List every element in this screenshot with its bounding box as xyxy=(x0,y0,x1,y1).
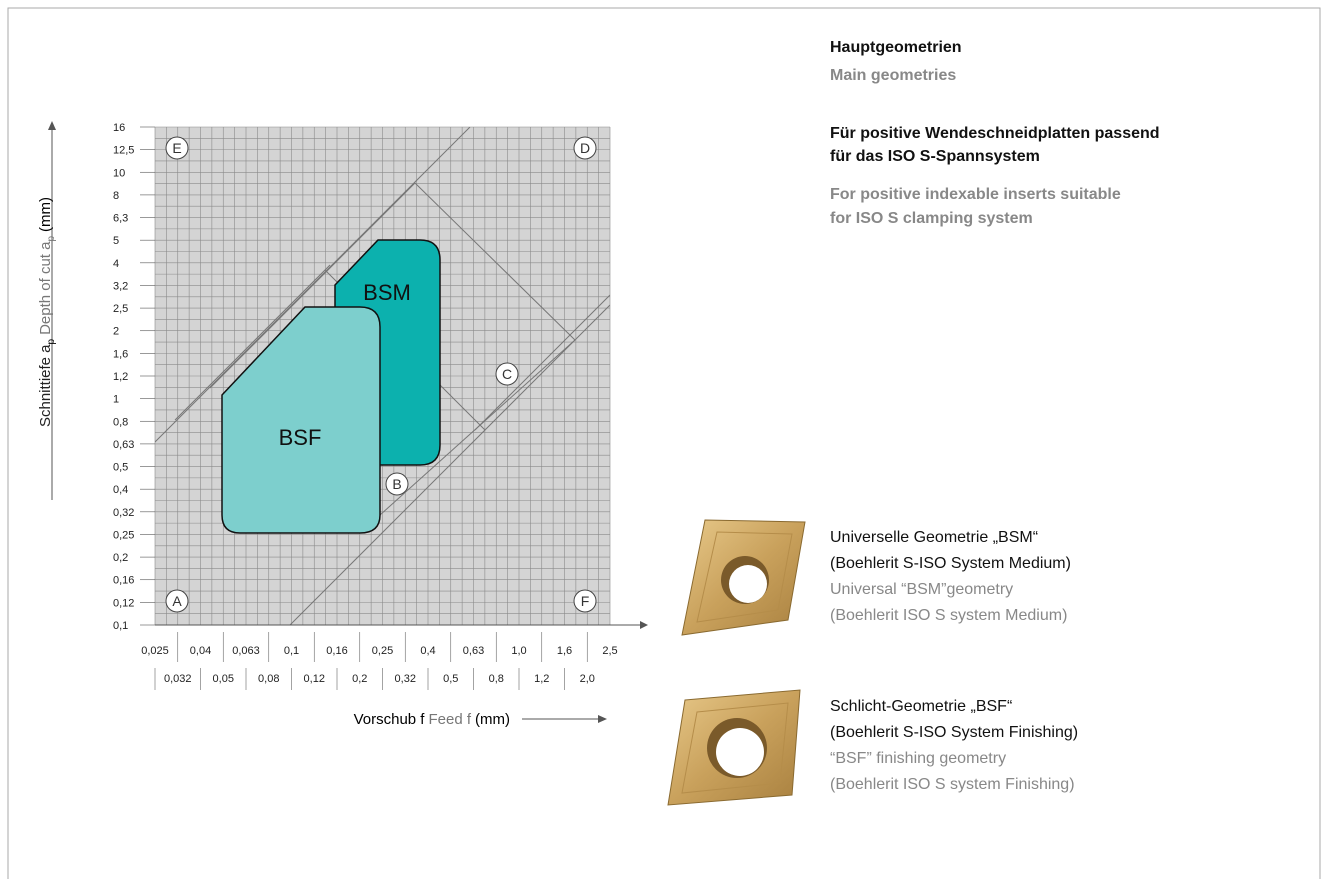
x-tick-label: 0,2 xyxy=(352,673,367,685)
label-part: Vorschub f xyxy=(354,711,426,728)
subtitle-en: for ISO S clamping system xyxy=(830,210,1033,227)
page-frame xyxy=(7,7,1321,879)
zone-label: D xyxy=(580,140,590,156)
y-tick-label: 0,5 xyxy=(113,462,128,474)
x-tick-label: 0,5 xyxy=(443,673,458,685)
ticks: 16 12,5 10 8 6,3 5 4 3,2 2,5 2 1,6 1,2 1 0,8 0,63 0,5 0,… xyxy=(113,122,618,690)
product-text: Universal “BSM”geometry xyxy=(830,581,1013,598)
x-tick-label: 0,032 xyxy=(164,673,192,685)
bsf-region xyxy=(221,306,381,534)
zone-circle xyxy=(165,136,189,160)
x-axis-label: Vorschub f Feed f (mm) xyxy=(354,711,510,728)
insert-image xyxy=(667,689,801,806)
label-part: Feed f xyxy=(428,711,471,728)
x-tick-label: 0,05 xyxy=(213,673,234,685)
subscript: p xyxy=(46,236,57,242)
products: Universelle Geometrie „BSM“ (Boehlerit S-… xyxy=(830,529,1078,793)
y-tick-label: 6,3 xyxy=(113,213,128,225)
zones: E D C B A F xyxy=(165,136,597,613)
y-tick-label: 0,32 xyxy=(113,507,134,519)
x-tick-label: 0,04 xyxy=(190,645,211,657)
zone-label: F xyxy=(581,593,590,609)
zone-circle xyxy=(385,472,409,496)
arrow xyxy=(598,715,607,723)
label-part: (mm) xyxy=(37,197,54,232)
arrow xyxy=(48,121,56,130)
region-label: BSF xyxy=(279,425,322,450)
x-tick-label: 1,0 xyxy=(511,645,526,657)
x-tick-label: 0,25 xyxy=(372,645,393,657)
x-tick-label: 0,12 xyxy=(304,673,325,685)
label-part: (mm) xyxy=(475,711,510,728)
y-tick-label: 0,4 xyxy=(113,484,128,496)
product-text: “BSF” finishing geometry xyxy=(830,750,1006,767)
y-tick-label: 0,16 xyxy=(113,575,134,587)
x-tick-label: 0,025 xyxy=(141,645,169,657)
y-tick-label: 0,1 xyxy=(113,620,128,632)
y-tick-label: 0,63 xyxy=(113,439,134,451)
label-part: Depth of cut a xyxy=(37,241,54,335)
x-tick-label: 1,2 xyxy=(534,673,549,685)
x-tick-label: 0,63 xyxy=(463,645,484,657)
product-text: (Boehlerit S-ISO System Finishing) xyxy=(830,724,1078,741)
y-tick-label: 12,5 xyxy=(113,145,134,157)
y-tick-label: 1,2 xyxy=(113,371,128,383)
y-tick-label: 0,25 xyxy=(113,529,134,541)
x-tick-label: 0,16 xyxy=(326,645,347,657)
subtitle: für das ISO S-Spannsystem xyxy=(830,148,1040,165)
zone-label: A xyxy=(172,593,182,609)
y-tick-label: 5 xyxy=(113,235,119,247)
zone-label: B xyxy=(392,476,401,492)
x-tick-label: 2,5 xyxy=(602,645,617,657)
product-text: (Boehlerit S-ISO System Medium) xyxy=(830,555,1071,572)
zone-circle xyxy=(573,589,597,613)
x-tick-label: 0,4 xyxy=(420,645,435,657)
y-tick-label: 10 xyxy=(113,167,125,179)
arrow xyxy=(640,621,648,629)
zone-circle xyxy=(573,136,597,160)
subscript: p xyxy=(46,338,57,344)
y-tick-label: 3,2 xyxy=(113,280,128,292)
y-tick-label: 4 xyxy=(113,258,119,270)
y-tick-label: 0,12 xyxy=(113,597,134,609)
x-tick-label: 0,063 xyxy=(232,645,260,657)
subtitle: Für positive Wendeschneidplatten passend xyxy=(830,125,1160,142)
y-tick-label: 1,6 xyxy=(113,348,128,360)
y-tick-label: 0,2 xyxy=(113,552,128,564)
x-tick-label: 0,08 xyxy=(258,673,279,685)
zone-circle xyxy=(495,362,519,386)
y-tick-label: 1 xyxy=(113,394,119,406)
x-tick-label: 0,1 xyxy=(284,645,299,657)
product-text: (Boehlerit ISO S system Medium) xyxy=(830,607,1067,624)
product-text: Schlicht-Geometrie „BSF“ xyxy=(830,698,1012,715)
product-text: (Boehlerit ISO S system Finishing) xyxy=(830,776,1075,793)
zone-circle xyxy=(165,589,189,613)
y-tick-label: 0,8 xyxy=(113,416,128,428)
y-tick-label: 2 xyxy=(113,326,119,338)
zone-label: C xyxy=(502,366,512,382)
x-tick-label: 1,6 xyxy=(557,645,572,657)
y-tick-label: 16 xyxy=(113,122,125,134)
title-en: Main geometries xyxy=(830,67,956,84)
zone-label: E xyxy=(172,140,181,156)
x-tick-label: 0,32 xyxy=(395,673,416,685)
insert-image xyxy=(681,519,806,636)
x-tick-label: 0,8 xyxy=(489,673,504,685)
y-axis-label: Schnittiefe apDepth of cut ap(mm) xyxy=(37,197,57,427)
y-tick-label: 2,5 xyxy=(113,303,128,315)
region-label: BSM xyxy=(363,280,411,305)
product-text: Universelle Geometrie „BSM“ xyxy=(830,529,1038,546)
subtitle-en: For positive indexable inserts suitable xyxy=(830,186,1121,203)
x-tick-label: 2,0 xyxy=(580,673,595,685)
y-tick-label: 8 xyxy=(113,190,119,202)
title: Hauptgeometrien xyxy=(830,39,962,56)
label-part: Schnittiefe a xyxy=(37,344,54,427)
